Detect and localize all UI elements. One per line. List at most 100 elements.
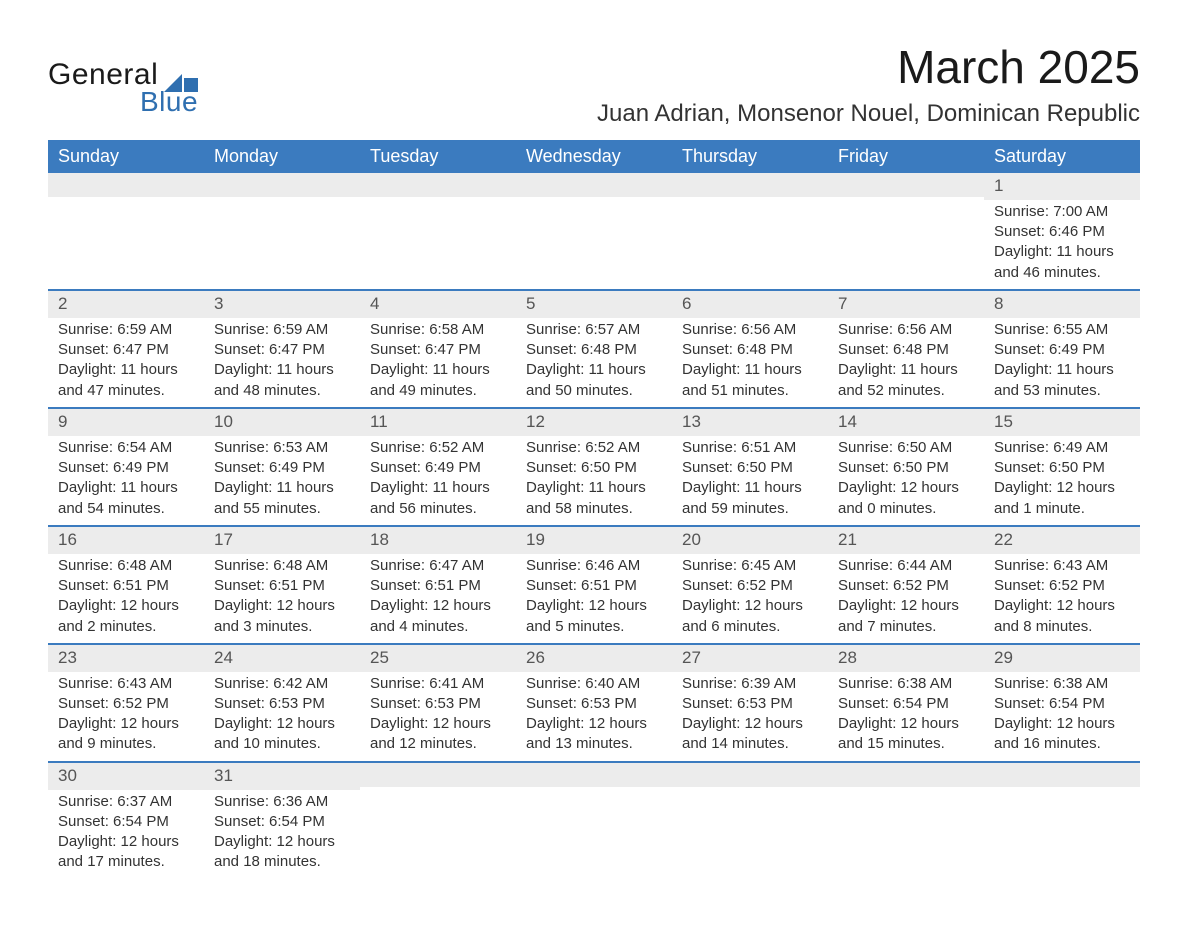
day-number: 24 xyxy=(204,645,360,672)
sunset-text: Sunset: 6:48 PM xyxy=(526,340,662,360)
calendar-cell: 28Sunrise: 6:38 AMSunset: 6:54 PMDayligh… xyxy=(828,644,984,762)
sunrise-text: Sunrise: 6:44 AM xyxy=(838,556,974,576)
day-details: Sunrise: 6:43 AMSunset: 6:52 PMDaylight:… xyxy=(984,554,1140,643)
sunrise-text: Sunrise: 6:49 AM xyxy=(994,438,1130,458)
day-details: Sunrise: 6:49 AMSunset: 6:50 PMDaylight:… xyxy=(984,436,1140,525)
sunset-text: Sunset: 6:46 PM xyxy=(994,222,1130,242)
day-details: Sunrise: 6:52 AMSunset: 6:49 PMDaylight:… xyxy=(360,436,516,525)
sunset-text: Sunset: 6:50 PM xyxy=(838,458,974,478)
day-details: Sunrise: 6:54 AMSunset: 6:49 PMDaylight:… xyxy=(48,436,204,525)
day-number: 12 xyxy=(516,409,672,436)
calendar-week-row: 1Sunrise: 7:00 AMSunset: 6:46 PMDaylight… xyxy=(48,173,1140,290)
day-details: Sunrise: 6:38 AMSunset: 6:54 PMDaylight:… xyxy=(984,672,1140,761)
day-details: Sunrise: 6:41 AMSunset: 6:53 PMDaylight:… xyxy=(360,672,516,761)
daylight-text: Daylight: 11 hours and 46 minutes. xyxy=(994,242,1130,283)
sunrise-text: Sunrise: 6:50 AM xyxy=(838,438,974,458)
sunset-text: Sunset: 6:52 PM xyxy=(838,576,974,596)
day-details: Sunrise: 6:51 AMSunset: 6:50 PMDaylight:… xyxy=(672,436,828,525)
daylight-text: Daylight: 12 hours and 4 minutes. xyxy=(370,596,506,637)
daylight-text: Daylight: 12 hours and 16 minutes. xyxy=(994,714,1130,755)
calendar-cell: 15Sunrise: 6:49 AMSunset: 6:50 PMDayligh… xyxy=(984,408,1140,526)
day-number: 25 xyxy=(360,645,516,672)
calendar-cell xyxy=(204,173,360,290)
calendar-cell xyxy=(48,173,204,290)
sunrise-text: Sunrise: 6:57 AM xyxy=(526,320,662,340)
day-details: Sunrise: 6:56 AMSunset: 6:48 PMDaylight:… xyxy=(672,318,828,407)
day-details: Sunrise: 6:43 AMSunset: 6:52 PMDaylight:… xyxy=(48,672,204,761)
calendar-cell: 14Sunrise: 6:50 AMSunset: 6:50 PMDayligh… xyxy=(828,408,984,526)
calendar-cell xyxy=(360,762,516,879)
calendar-cell: 17Sunrise: 6:48 AMSunset: 6:51 PMDayligh… xyxy=(204,526,360,644)
calendar-cell: 2Sunrise: 6:59 AMSunset: 6:47 PMDaylight… xyxy=(48,290,204,408)
day-number: 1 xyxy=(984,173,1140,200)
sunset-text: Sunset: 6:49 PM xyxy=(58,458,194,478)
daylight-text: Daylight: 11 hours and 52 minutes. xyxy=(838,360,974,401)
brand-shape-icon xyxy=(164,70,198,92)
sunset-text: Sunset: 6:47 PM xyxy=(58,340,194,360)
sunset-text: Sunset: 6:54 PM xyxy=(214,812,350,832)
day-number xyxy=(828,763,984,787)
calendar-cell: 19Sunrise: 6:46 AMSunset: 6:51 PMDayligh… xyxy=(516,526,672,644)
sunset-text: Sunset: 6:50 PM xyxy=(682,458,818,478)
calendar-cell: 5Sunrise: 6:57 AMSunset: 6:48 PMDaylight… xyxy=(516,290,672,408)
calendar-cell: 9Sunrise: 6:54 AMSunset: 6:49 PMDaylight… xyxy=(48,408,204,526)
day-number: 13 xyxy=(672,409,828,436)
calendar-cell: 18Sunrise: 6:47 AMSunset: 6:51 PMDayligh… xyxy=(360,526,516,644)
day-number: 2 xyxy=(48,291,204,318)
calendar-cell: 1Sunrise: 7:00 AMSunset: 6:46 PMDaylight… xyxy=(984,173,1140,290)
sunrise-text: Sunrise: 6:38 AM xyxy=(994,674,1130,694)
calendar-cell xyxy=(672,173,828,290)
day-number: 27 xyxy=(672,645,828,672)
day-details: Sunrise: 6:59 AMSunset: 6:47 PMDaylight:… xyxy=(204,318,360,407)
daylight-text: Daylight: 11 hours and 54 minutes. xyxy=(58,478,194,519)
day-details: Sunrise: 6:59 AMSunset: 6:47 PMDaylight:… xyxy=(48,318,204,407)
day-number xyxy=(360,173,516,197)
sunset-text: Sunset: 6:50 PM xyxy=(526,458,662,478)
sunrise-text: Sunrise: 6:56 AM xyxy=(838,320,974,340)
calendar-cell: 21Sunrise: 6:44 AMSunset: 6:52 PMDayligh… xyxy=(828,526,984,644)
day-details: Sunrise: 6:39 AMSunset: 6:53 PMDaylight:… xyxy=(672,672,828,761)
sunset-text: Sunset: 6:53 PM xyxy=(214,694,350,714)
day-number: 29 xyxy=(984,645,1140,672)
day-number: 22 xyxy=(984,527,1140,554)
day-number: 19 xyxy=(516,527,672,554)
day-details: Sunrise: 6:52 AMSunset: 6:50 PMDaylight:… xyxy=(516,436,672,525)
brand-logo: General Blue xyxy=(48,58,198,118)
sunrise-text: Sunrise: 6:38 AM xyxy=(838,674,974,694)
calendar-cell: 22Sunrise: 6:43 AMSunset: 6:52 PMDayligh… xyxy=(984,526,1140,644)
day-number: 11 xyxy=(360,409,516,436)
daylight-text: Daylight: 12 hours and 6 minutes. xyxy=(682,596,818,637)
day-details: Sunrise: 6:38 AMSunset: 6:54 PMDaylight:… xyxy=(828,672,984,761)
sunrise-text: Sunrise: 6:59 AM xyxy=(214,320,350,340)
daylight-text: Daylight: 11 hours and 53 minutes. xyxy=(994,360,1130,401)
calendar-cell: 20Sunrise: 6:45 AMSunset: 6:52 PMDayligh… xyxy=(672,526,828,644)
calendar-cell xyxy=(672,762,828,879)
calendar-cell xyxy=(516,173,672,290)
sunset-text: Sunset: 6:51 PM xyxy=(214,576,350,596)
sunrise-text: Sunrise: 6:51 AM xyxy=(682,438,818,458)
sunset-text: Sunset: 6:51 PM xyxy=(526,576,662,596)
daylight-text: Daylight: 11 hours and 50 minutes. xyxy=(526,360,662,401)
location-subtitle: Juan Adrian, Monsenor Nouel, Dominican R… xyxy=(597,100,1140,128)
day-number xyxy=(204,173,360,197)
calendar-cell: 6Sunrise: 6:56 AMSunset: 6:48 PMDaylight… xyxy=(672,290,828,408)
day-number: 31 xyxy=(204,763,360,790)
sunrise-text: Sunrise: 6:41 AM xyxy=(370,674,506,694)
day-number: 6 xyxy=(672,291,828,318)
page-title: March 2025 xyxy=(597,40,1140,94)
calendar-week-row: 16Sunrise: 6:48 AMSunset: 6:51 PMDayligh… xyxy=(48,526,1140,644)
daylight-text: Daylight: 12 hours and 9 minutes. xyxy=(58,714,194,755)
daylight-text: Daylight: 11 hours and 49 minutes. xyxy=(370,360,506,401)
weekday-header: Wednesday xyxy=(516,140,672,173)
sunset-text: Sunset: 6:53 PM xyxy=(526,694,662,714)
day-number: 10 xyxy=(204,409,360,436)
calendar-week-row: 9Sunrise: 6:54 AMSunset: 6:49 PMDaylight… xyxy=(48,408,1140,526)
calendar-cell: 24Sunrise: 6:42 AMSunset: 6:53 PMDayligh… xyxy=(204,644,360,762)
day-details: Sunrise: 6:40 AMSunset: 6:53 PMDaylight:… xyxy=(516,672,672,761)
sunset-text: Sunset: 6:47 PM xyxy=(214,340,350,360)
day-number: 15 xyxy=(984,409,1140,436)
daylight-text: Daylight: 12 hours and 7 minutes. xyxy=(838,596,974,637)
calendar-cell: 4Sunrise: 6:58 AMSunset: 6:47 PMDaylight… xyxy=(360,290,516,408)
day-details: Sunrise: 6:55 AMSunset: 6:49 PMDaylight:… xyxy=(984,318,1140,407)
calendar-cell xyxy=(516,762,672,879)
